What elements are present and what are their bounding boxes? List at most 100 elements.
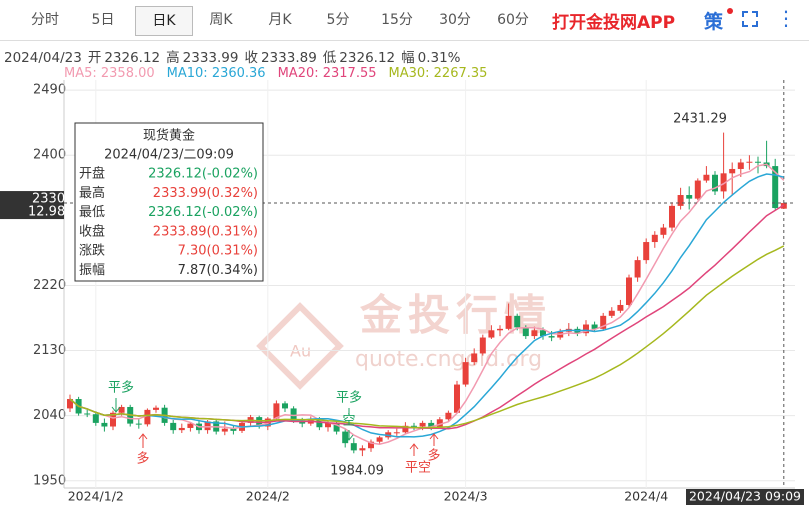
ma-legend-entry: MA20: 2317.55 xyxy=(277,66,377,81)
tooltip-value: 7.30(0.31%) xyxy=(178,244,258,259)
info-label: 幅 xyxy=(401,50,415,66)
info-value: 2326.12 xyxy=(339,50,396,66)
dot xyxy=(727,8,733,14)
tab[interactable]: 30分 xyxy=(439,12,471,28)
x-tick-label: 2024/2 xyxy=(246,489,290,504)
price-tag: 12.98 xyxy=(28,205,65,220)
candle-body xyxy=(178,427,185,431)
candle-body xyxy=(101,422,108,427)
candle-body xyxy=(462,362,469,385)
info-label: 收 xyxy=(244,50,258,66)
candle-body xyxy=(531,330,538,337)
info-date: 2024/04/23 xyxy=(4,50,82,66)
tooltip-title: 现货黄金 xyxy=(143,128,195,144)
y-tick-label: 2130 xyxy=(33,343,66,358)
ma-legend-entry: MA5: 2358.00 xyxy=(64,66,155,81)
candle-body xyxy=(583,324,589,334)
info-value: 2326.12 xyxy=(104,50,161,66)
arrow xyxy=(138,433,148,448)
app-link[interactable]: 打开金投网APP xyxy=(552,13,676,33)
info-label: 高 xyxy=(166,50,180,66)
candle-body xyxy=(677,195,684,206)
price-tag: 2330. xyxy=(32,192,69,207)
candle-body xyxy=(342,431,349,444)
candle-body xyxy=(445,412,452,420)
tooltip-label: 收盘 xyxy=(79,223,105,239)
candle-body xyxy=(282,403,288,409)
price-tag-box xyxy=(0,191,64,220)
arrow xyxy=(111,398,121,413)
candle-body xyxy=(522,327,529,337)
tab[interactable]: 日K xyxy=(135,6,193,36)
candle-body xyxy=(67,399,73,409)
candle-body xyxy=(118,406,125,413)
y-tick-label: 2490 xyxy=(33,83,66,98)
candle-body xyxy=(591,324,598,329)
high-label: 2431.29 xyxy=(673,112,727,127)
ma-line xyxy=(69,245,785,429)
signal: 平多 xyxy=(108,380,134,396)
ma-legend: MA5: 2358.00 MA10: 2360.36 MA20: 2317.55 MA… xyxy=(64,66,499,81)
candle-body xyxy=(204,421,211,431)
candle-body xyxy=(540,330,546,337)
x-tick-label: 2024/1/2 xyxy=(68,489,124,504)
tab[interactable]: 5日 xyxy=(91,12,115,28)
tooltip-label: 开盘 xyxy=(79,166,105,182)
candle-body xyxy=(608,310,615,316)
candle-body xyxy=(729,168,736,174)
tab[interactable]: 月K xyxy=(268,12,292,28)
more-icon[interactable]: ⋮ xyxy=(776,6,796,30)
candle-body xyxy=(746,161,753,163)
candle-body xyxy=(548,336,555,338)
signal: 平多 xyxy=(336,390,362,406)
tab[interactable]: 15分 xyxy=(381,12,413,28)
tab[interactable]: 周K xyxy=(209,12,233,28)
candle-body xyxy=(755,161,761,163)
candle-body xyxy=(290,408,297,421)
candle-body xyxy=(411,425,417,427)
fullscreen-icon[interactable] xyxy=(742,11,758,27)
info-label: 开 xyxy=(87,50,102,66)
candle-body xyxy=(634,260,641,278)
tab[interactable]: 5分 xyxy=(326,12,350,28)
tooltip-value: 2326.12(-0.02%) xyxy=(148,205,258,220)
candle-body xyxy=(712,174,718,192)
y-tick-label: 2220 xyxy=(33,278,66,293)
candle-body xyxy=(187,423,194,428)
tab[interactable]: 分时 xyxy=(31,12,59,28)
strategy-icon[interactable]: 策 xyxy=(704,11,724,33)
tab[interactable]: 60分 xyxy=(497,12,529,28)
watermark-url: quote.cngold.org xyxy=(355,347,542,372)
candle-body xyxy=(651,234,658,243)
ma-line xyxy=(69,173,784,438)
info-line: 2024/04/23 开 2326.12 高 2333.99 收 2333.89 低 2326.… xyxy=(4,46,467,66)
signal: 多 xyxy=(427,448,440,464)
tooltip-box xyxy=(74,122,264,282)
candle-body xyxy=(273,403,280,419)
plot: 1950 2040 2130 2220 2400 2490 2024/1/2 2024/2 20… xyxy=(0,80,804,505)
info-value: 0.31% xyxy=(417,50,461,66)
info-label: 低 xyxy=(322,50,337,66)
signal: 平空 xyxy=(405,461,431,476)
y-tick-label: 2400 xyxy=(33,148,66,163)
signals: 平多 多 平多 空 平空 多 xyxy=(108,380,441,476)
candle-body xyxy=(643,242,650,261)
x-tick-label: 2024/04/23 09:09 xyxy=(689,489,801,504)
tooltip-label: 涨跌 xyxy=(79,243,105,259)
candle-body xyxy=(135,423,142,425)
candle-body xyxy=(359,448,366,451)
candle-body xyxy=(110,412,116,427)
candle-body xyxy=(600,315,607,329)
candle-body xyxy=(694,180,701,199)
candle-body xyxy=(514,315,521,328)
y-tick-label: 2040 xyxy=(33,408,66,423)
ma-legend-entry: MA30: 2267.35 xyxy=(388,66,488,81)
info-value: 2333.89 xyxy=(260,50,317,66)
x-tick-label: 2024/4 xyxy=(624,489,668,504)
candle-body xyxy=(703,174,710,181)
candle-body xyxy=(393,432,400,434)
candle-body xyxy=(669,205,675,228)
y-tick-label: 1950 xyxy=(33,473,66,488)
